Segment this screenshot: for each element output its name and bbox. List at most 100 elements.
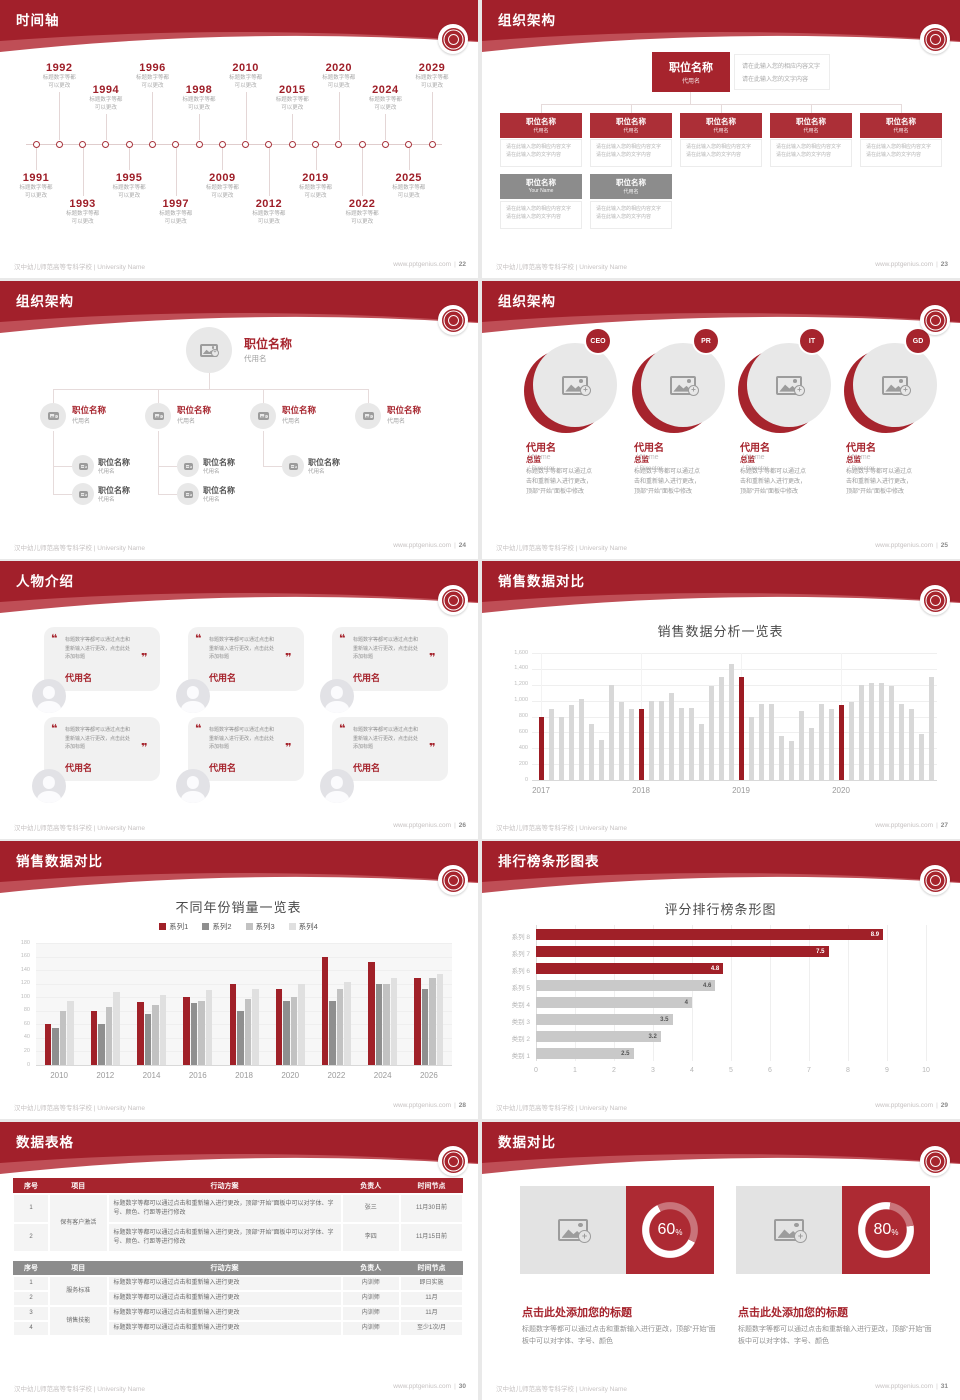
connector-line [53, 494, 72, 495]
x-axis-label: 7 [807, 1067, 811, 1074]
org-l3-role: 职位名称 [98, 458, 130, 467]
member-role: 总监 [846, 455, 861, 464]
footer-website-url: www.pptgenius.com [875, 261, 934, 268]
org-gray-desc: 请在此输入您的相应内容文字 请在此输入您的文字内容 [590, 201, 672, 229]
chart-bar [759, 703, 764, 780]
x-axis-label: 2024 [373, 1071, 392, 1080]
member-photo: + [747, 343, 831, 427]
chart-bar [679, 707, 684, 780]
table-cell: 至少1次/月 [399, 1320, 464, 1337]
member-name: 代用名 [740, 443, 770, 454]
chart-bar [336, 989, 344, 1065]
footer-site-info: www.pptgenius.com | 27 [875, 822, 948, 832]
timeline-caption: 标题数字等都可以更改 [66, 211, 100, 225]
member-name-line: 代用名 / Name [634, 439, 730, 461]
org-desc-line: 请在此输入您的相应内容文字 [776, 144, 842, 150]
image-icon-plus: + [53, 414, 59, 419]
timeline-node [405, 141, 413, 148]
group-grid-line [541, 653, 542, 780]
slide-timeline[interactable]: 1991 标题数字等都可以更改 1992 标题数字等都可以更改 1993 标题数字等都可以… [0, 0, 478, 278]
org-root-photo: + [186, 327, 232, 373]
timeline-node [358, 141, 366, 148]
slide-data-tables[interactable]: 序号 项目 行动方案 负责人 时间节点 1 保有客户激活 标题数字等都可以通过点击和重新输入进… [0, 1122, 478, 1400]
legend-marker [245, 922, 253, 930]
member-description: 标题数字等都可以通过点击和重新输入进行更改，顶部“开始”面板中修改 [634, 469, 701, 496]
x-axis-label: 2012 [96, 1071, 115, 1080]
timeline-year: 2012 [255, 198, 283, 210]
table-cell: 张三 [340, 1193, 401, 1224]
chart-bar [321, 956, 329, 1065]
chart-bar [44, 1024, 52, 1065]
open-quote-icon: ❝ [195, 723, 202, 735]
chart-bar [789, 741, 794, 780]
org-l3-role: 职位名称 [203, 486, 235, 495]
slide-org-tree[interactable]: + 职位名称 代用名 + 职位名称 代用名 + 职位名称 代用名 + 职位名称 代用名 + 职位名称 代用名… [0, 281, 478, 559]
connector-line [53, 466, 72, 467]
image-placeholder-box: + [736, 1186, 842, 1274]
image-placeholder-icon: + [362, 412, 374, 420]
quote-card [44, 627, 160, 691]
column-header: 序号 [13, 1178, 49, 1194]
chart-bar [390, 978, 398, 1065]
chart-bar [298, 983, 305, 1065]
slide-content: + CEO 代用名 / Name 总监 / Director 标题数字等都可以通过点击和… [482, 281, 960, 559]
member-role-en: / Director [636, 465, 663, 472]
timeline-year: 2024 [372, 84, 399, 96]
org-l2-name: 代用名 [72, 419, 91, 425]
donut-unit: % [675, 1228, 683, 1237]
org-gray-box: 职位名称 代用名 [590, 174, 672, 199]
org-child-role: 职位名称 [706, 117, 736, 126]
table-cell: 11月15日前 [399, 1222, 464, 1253]
slide-sales-grouped-chart[interactable]: 不同年份销量一览表 系列1 系列2 系列3 系列4 0 20 40 60 80 100 120 140 1… [0, 841, 478, 1119]
org-l3-name: 代用名 [308, 469, 325, 475]
timeline-connector [338, 92, 340, 140]
quote-text: 标题数字等都可以通过点击和重新输入进行更改，点击此处添加标题 [65, 637, 131, 660]
y-axis-label: 40 [23, 1034, 30, 1041]
table-cell: 标题数字等都可以通过点击和重新输入进行更改，顶部“开始”面板中可以对字体、字号、… [106, 1193, 343, 1224]
x-axis-label: 0 [534, 1067, 538, 1074]
footer-school-name: 汉中幼儿师范高等专科学校 | University Name [496, 264, 627, 271]
slide-content: 评分排行榜条形图 0 1 2 3 4 5 6 7 8 9 10 系列 8 8.9 系列 7 7.5 系列 6 4.… [482, 841, 960, 1119]
member-role-en: / Director [742, 465, 769, 472]
quote-card [44, 717, 160, 781]
legend-item: 系列1 [159, 921, 188, 932]
member-name-en: / Name [742, 454, 765, 461]
table-cell: 销售技能 [48, 1305, 109, 1337]
slide-sales-column-chart[interactable]: 销售数据分析一览表 0 200 400 600 800 1,000 1,200 1,400 1,6… [482, 561, 960, 839]
slide-people-intro[interactable]: ❝ 标题数字等都可以通过点击和重新输入进行更改，点击此处添加标题 ❞ 代用名 ❝ 标题数字… [0, 561, 478, 839]
connector-line [158, 494, 177, 495]
member-role-line: 总监 / Director [526, 454, 622, 472]
x-axis-label: 2026 [419, 1071, 438, 1080]
donut-box: 60% [626, 1186, 714, 1274]
data-table: 序号 项目 行动方案 负责人 时间节点 1 服务标准 标题数字等都可以通过点击和重新输入进行更… [12, 1261, 464, 1337]
bar-value-label: 4.8 [710, 965, 720, 972]
image-placeholder-icon: + [152, 412, 164, 420]
slide-data-compare[interactable]: +60% 点击此处添加您的标题 标题数字等都可以通过点击和重新输入进行更改，顶部“开… [482, 1122, 960, 1400]
slide-ranking-chart[interactable]: 评分排行榜条形图 0 1 2 3 4 5 6 7 8 9 10 系列 8 8.9 系列 7 7.5 系列 6 4.… [482, 841, 960, 1119]
image-icon-plus: + [83, 463, 88, 469]
x-axis-label: 2019 [732, 786, 750, 795]
connector-line [158, 389, 159, 403]
bar-value-label: 7.5 [816, 948, 825, 955]
org-desc-line: 请在此输入您的相应内容文字 [866, 144, 932, 150]
slide-org-boxes[interactable]: 职位名称 代用名 请在此输入您的相应内容文字 请在此输入您的文字内容 职位名称 代用名 请在… [482, 0, 960, 278]
image-icon-plus: + [211, 348, 219, 357]
donut-percentage: 60% [626, 1186, 714, 1274]
chart-bar [329, 1000, 336, 1065]
timeline-node [288, 141, 296, 148]
legend-label: 系列4 [298, 921, 318, 931]
slide-org-circles[interactable]: + CEO 代用名 / Name 总监 / Director 标题数字等都可以通过点击和… [482, 281, 960, 559]
table-cell: 标题数字等都可以通过点击和重新输入进行更改 [106, 1305, 343, 1322]
footer-website-url: www.pptgenius.com [393, 822, 452, 829]
timeline-connector [199, 114, 201, 140]
chart-bar [137, 1001, 144, 1065]
member-name-en: / Name [848, 454, 871, 461]
org-child-desc: 请在此输入您的相应内容文字 请在此输入您的文字内容 [680, 139, 762, 167]
image-placeholder-icon: + [776, 375, 805, 396]
table-row: 2 标题数字等都可以通过点击和重新输入进行更改 内训师 11月 [12, 1290, 464, 1307]
slide-content: 序号 项目 行动方案 负责人 时间节点 1 保有客户激活 标题数字等都可以通过点击和重新输入进… [0, 1122, 478, 1400]
chart-bar [198, 1000, 205, 1065]
member-role-en: / Director [528, 465, 555, 472]
timeline-connector [222, 148, 224, 170]
chart-bar [729, 664, 734, 780]
